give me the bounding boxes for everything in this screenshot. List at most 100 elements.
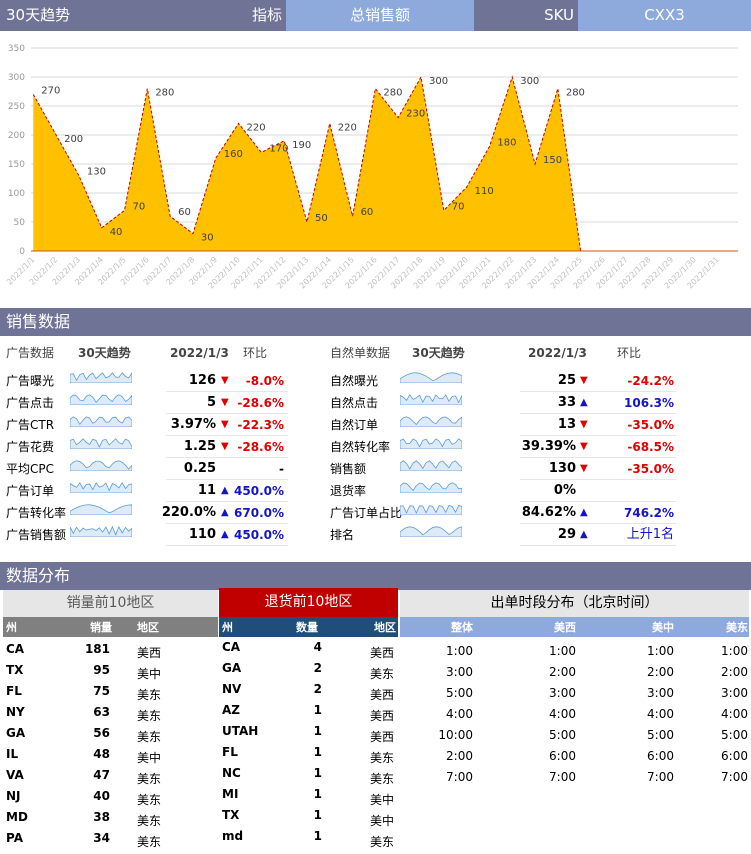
metric-selector[interactable]: 总销售额 bbox=[286, 0, 474, 31]
region-cell: 美东 bbox=[370, 835, 395, 849]
sparkline bbox=[70, 438, 132, 449]
sku-selector[interactable]: CXX3 bbox=[578, 0, 751, 31]
metric-name: 广告订单 bbox=[6, 484, 55, 498]
sparkline-area bbox=[400, 394, 462, 405]
order-time-header-row bbox=[400, 617, 749, 637]
data-label: 300 bbox=[520, 76, 539, 87]
row-divider bbox=[166, 479, 288, 480]
metric-name: 自然订单 bbox=[330, 418, 379, 432]
sales-count-cell: 40 bbox=[93, 789, 110, 803]
state-cell: GA bbox=[6, 726, 26, 740]
sparkline bbox=[70, 504, 132, 515]
data-label: 170 bbox=[269, 143, 288, 154]
metric-change: -28.6% bbox=[237, 396, 284, 410]
metric-change: -28.6% bbox=[237, 440, 284, 454]
sparkline bbox=[70, 394, 132, 405]
trend-arrow-icon: ▼ bbox=[580, 419, 588, 430]
region-cell: 美东 bbox=[137, 688, 162, 702]
return-count-cell: 1 bbox=[313, 724, 322, 738]
time-cell: 5:00 bbox=[647, 728, 674, 742]
metric-value: 220.0% bbox=[161, 505, 216, 520]
metric-row: 自然转化率 39.39% ▼ -68.5% bbox=[0, 436, 751, 458]
state-cell: GA bbox=[222, 661, 242, 675]
sparkline bbox=[400, 438, 462, 449]
sales-table-header: 广告数据 30天趋势 2022/1/3 环比 自然单数据 30天趋势 2022/… bbox=[0, 342, 751, 364]
trend-arrow-icon: ▲ bbox=[580, 529, 588, 540]
data-label: 60 bbox=[361, 207, 374, 218]
sparkline-area bbox=[70, 416, 132, 427]
trend-arrow-icon: ▼ bbox=[221, 397, 229, 408]
metric-change: -68.5% bbox=[627, 440, 674, 454]
metric-row: 广告订单 11 ▲ 450.0% bbox=[0, 480, 751, 502]
region-cell: 美西 bbox=[370, 646, 395, 660]
sparkline-area bbox=[70, 372, 132, 383]
metric-row: 广告订单占比 84.62% ▲ 746.2% bbox=[0, 502, 751, 524]
metric-name: 自然曝光 bbox=[330, 374, 379, 388]
sparkline bbox=[400, 416, 462, 427]
column-header: 美东 bbox=[726, 621, 748, 634]
data-label: 280 bbox=[383, 88, 402, 99]
metric-change: -24.2% bbox=[627, 374, 674, 388]
y-tick-label: 0 bbox=[19, 247, 25, 257]
sparkline bbox=[400, 372, 462, 383]
trend-arrow-icon: ▼ bbox=[580, 463, 588, 474]
metric-row: 广告曝光 126 ▼ -8.0% bbox=[0, 370, 751, 392]
state-cell: NY bbox=[6, 705, 25, 719]
region-cell: 美中 bbox=[370, 793, 395, 807]
return-count-cell: 2 bbox=[313, 682, 322, 696]
time-cell: 7:00 bbox=[721, 770, 748, 784]
sparkline bbox=[70, 460, 132, 471]
metric-row: 销售额 130 ▼ -35.0% bbox=[0, 458, 751, 480]
data-label: 130 bbox=[87, 167, 106, 178]
top-sales-title: 销量前10地区 bbox=[3, 590, 218, 617]
metric-change: 上升1名 bbox=[626, 527, 674, 542]
natural-header-date: 2022/1/3 bbox=[528, 346, 587, 360]
time-cell: 1:00 bbox=[446, 644, 473, 658]
column-header: 数量 bbox=[296, 621, 318, 634]
sparkline bbox=[400, 482, 462, 493]
metric-row: 广告转化率 220.0% ▲ 670.0% bbox=[0, 502, 751, 524]
metric-row: 排名 29 ▲ 上升1名 bbox=[0, 524, 751, 546]
metric-value: 13 bbox=[557, 417, 576, 432]
return-count-cell: 4 bbox=[313, 640, 322, 654]
row-divider bbox=[520, 523, 676, 524]
region-cell: 美东 bbox=[137, 709, 162, 723]
metric-row: 自然点击 33 ▲ 106.3% bbox=[0, 392, 751, 414]
metric-name: 广告曝光 bbox=[6, 374, 55, 388]
state-cell: VA bbox=[6, 768, 24, 782]
metric-name: 退货率 bbox=[330, 484, 367, 498]
region-cell: 美中 bbox=[137, 751, 162, 765]
data-label: 280 bbox=[155, 88, 174, 99]
data-label: 70 bbox=[452, 201, 465, 212]
sales-count-cell: 75 bbox=[93, 684, 110, 698]
row-divider bbox=[520, 457, 676, 458]
return-count-cell: 2 bbox=[313, 661, 322, 675]
metric-name: 广告转化率 bbox=[6, 506, 67, 520]
sparkline-area bbox=[70, 460, 132, 471]
y-tick-label: 150 bbox=[8, 160, 25, 170]
sales-section-title: 销售数据 bbox=[0, 308, 751, 336]
return-count-cell: 1 bbox=[313, 787, 322, 801]
y-tick-label: 300 bbox=[8, 73, 25, 83]
time-cell: 2:00 bbox=[721, 665, 748, 679]
metric-value: 5 bbox=[206, 395, 216, 410]
data-label: 110 bbox=[475, 186, 494, 197]
time-cell: 5:00 bbox=[446, 686, 473, 700]
time-cell: 2:00 bbox=[549, 665, 576, 679]
ad-header-name: 广告数据 bbox=[6, 346, 55, 360]
state-cell: MI bbox=[222, 787, 239, 801]
trend-arrow-icon: ▲ bbox=[221, 529, 229, 540]
region-cell: 美东 bbox=[370, 667, 395, 681]
region-cell: 美西 bbox=[370, 730, 395, 744]
sales-count-cell: 47 bbox=[93, 768, 110, 782]
data-label: 180 bbox=[497, 138, 516, 149]
state-cell: NV bbox=[222, 682, 242, 696]
time-cell: 5:00 bbox=[721, 728, 748, 742]
region-cell: 美东 bbox=[370, 751, 395, 765]
metric-change: 450.0% bbox=[234, 484, 284, 498]
data-label: 50 bbox=[315, 213, 328, 224]
metric-value: 11 bbox=[197, 483, 216, 498]
sparkline bbox=[70, 416, 132, 427]
metric-value: 25 bbox=[557, 373, 576, 388]
region-cell: 美东 bbox=[370, 772, 395, 786]
